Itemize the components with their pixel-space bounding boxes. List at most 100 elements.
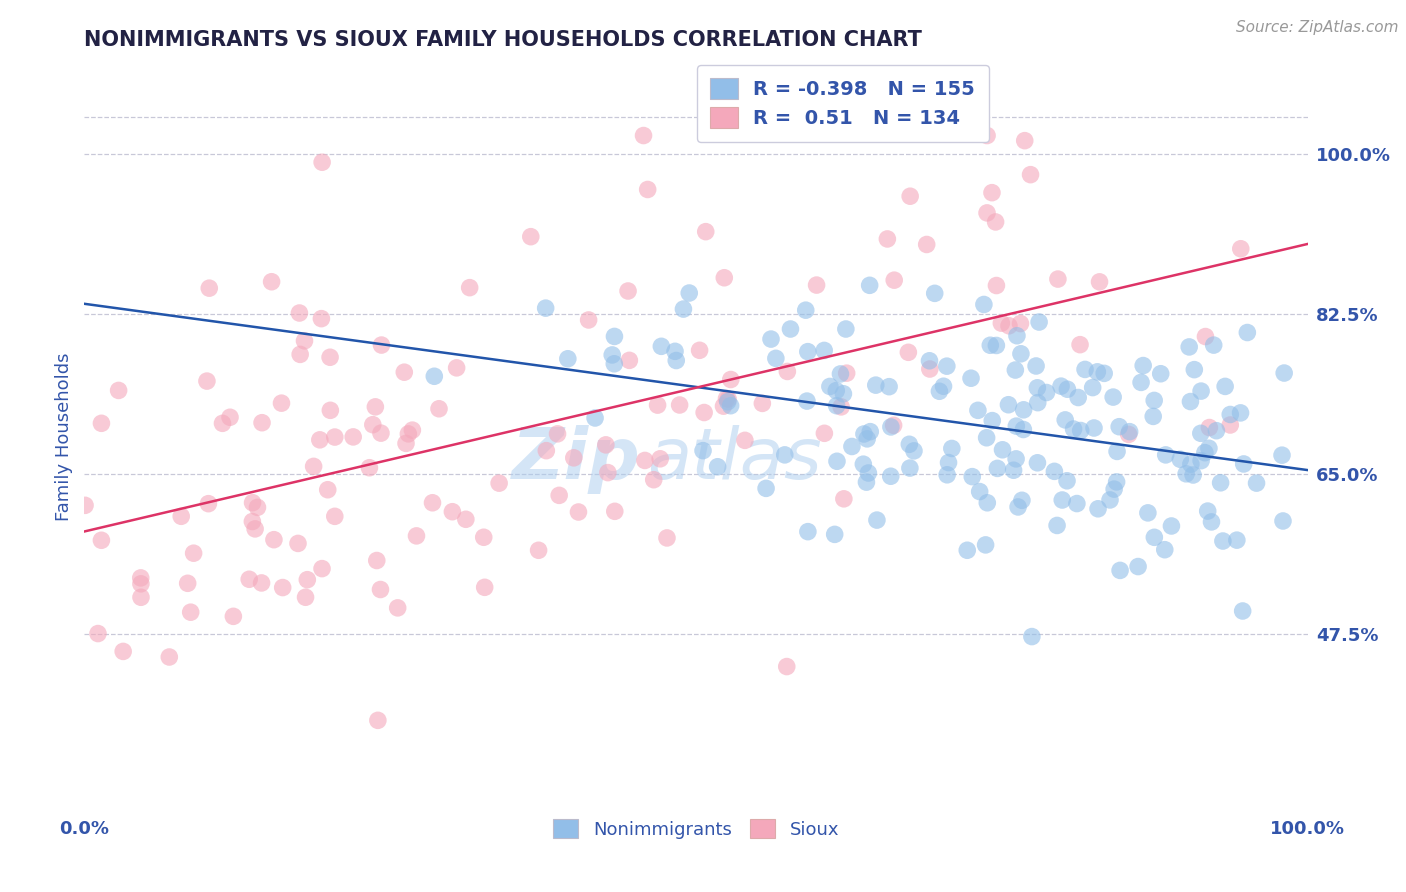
Point <box>90 417 112 431</box>
Point <box>294 591 316 605</box>
Point <box>984 215 1007 229</box>
Point <box>717 394 740 409</box>
Text: Source: ZipAtlas.com: Source: ZipAtlas.com <box>1236 20 1399 35</box>
Point <box>1233 457 1256 471</box>
Point <box>1025 359 1047 373</box>
Point <box>668 398 690 412</box>
Point <box>759 332 782 346</box>
Point <box>1189 426 1212 441</box>
Point <box>219 410 242 425</box>
Point <box>960 371 983 385</box>
Point <box>755 481 778 495</box>
Point <box>619 353 641 368</box>
Point <box>1085 365 1108 379</box>
Point <box>1154 448 1177 462</box>
Point <box>1019 168 1042 182</box>
Point <box>841 440 863 454</box>
Point <box>852 457 875 471</box>
Point <box>1012 402 1035 417</box>
Point <box>897 345 920 359</box>
Point <box>797 524 820 539</box>
Point <box>1046 272 1069 286</box>
Point <box>830 367 852 381</box>
Point <box>1272 366 1295 380</box>
Point <box>976 496 998 510</box>
Point <box>548 488 571 502</box>
Point <box>288 306 311 320</box>
Point <box>1005 328 1028 343</box>
Point <box>877 379 900 393</box>
Point <box>557 351 579 366</box>
Point <box>1246 476 1268 491</box>
Y-axis label: Family Households: Family Households <box>55 353 73 521</box>
Point <box>472 530 495 544</box>
Point <box>578 313 600 327</box>
Point <box>1143 393 1166 408</box>
Point <box>562 450 585 465</box>
Point <box>918 362 941 376</box>
Point <box>986 461 1008 475</box>
Point <box>395 436 418 450</box>
Point <box>876 232 898 246</box>
Point <box>297 573 319 587</box>
Point <box>401 423 423 437</box>
Point <box>981 414 1004 428</box>
Point <box>157 650 180 665</box>
Point <box>998 318 1021 333</box>
Point <box>311 155 333 169</box>
Point <box>692 443 714 458</box>
Point <box>1175 467 1198 481</box>
Point <box>302 459 325 474</box>
Point <box>976 206 998 220</box>
Point <box>1118 425 1140 439</box>
Point <box>883 418 905 433</box>
Point <box>1198 442 1220 456</box>
Point <box>974 538 997 552</box>
Point <box>967 403 990 417</box>
Point <box>536 443 558 458</box>
Point <box>1069 337 1091 351</box>
Point <box>865 378 887 392</box>
Point <box>1197 504 1219 518</box>
Point <box>1088 275 1111 289</box>
Point <box>962 469 984 483</box>
Point <box>935 359 957 373</box>
Point <box>1272 514 1295 528</box>
Point <box>672 301 695 316</box>
Point <box>806 278 828 293</box>
Point <box>394 365 416 379</box>
Point <box>779 322 801 336</box>
Point <box>222 609 245 624</box>
Point <box>367 714 389 728</box>
Point <box>1026 381 1049 395</box>
Point <box>734 434 756 448</box>
Point <box>1054 413 1077 427</box>
Point <box>396 426 419 441</box>
Point <box>765 351 787 366</box>
Point <box>1168 452 1191 467</box>
Point <box>1150 367 1173 381</box>
Point <box>859 278 882 293</box>
Point <box>176 576 198 591</box>
Point <box>112 644 135 658</box>
Point <box>129 577 152 591</box>
Point <box>387 600 409 615</box>
Point <box>1212 534 1234 549</box>
Point <box>197 497 219 511</box>
Point <box>880 469 903 483</box>
Point <box>924 286 946 301</box>
Point <box>835 322 858 336</box>
Point <box>1043 464 1066 478</box>
Point <box>319 351 342 365</box>
Point <box>423 369 446 384</box>
Point <box>832 386 855 401</box>
Point <box>1026 456 1049 470</box>
Point <box>856 432 879 446</box>
Point <box>405 529 427 543</box>
Point <box>689 343 711 358</box>
Point <box>866 513 889 527</box>
Point <box>1178 340 1201 354</box>
Point <box>603 504 626 518</box>
Text: NONIMMIGRANTS VS SIOUX FAMILY HOUSEHOLDS CORRELATION CHART: NONIMMIGRANTS VS SIOUX FAMILY HOUSEHOLDS… <box>84 29 922 50</box>
Point <box>979 338 1001 352</box>
